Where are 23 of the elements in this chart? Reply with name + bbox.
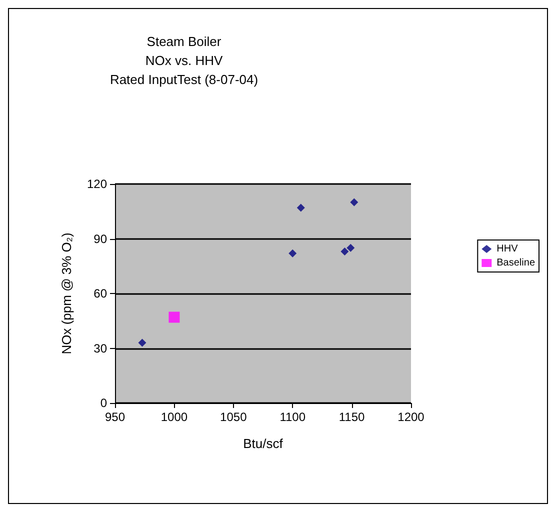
point bbox=[350, 198, 358, 206]
y-tick-label: 60 bbox=[94, 286, 108, 300]
point bbox=[346, 244, 355, 252]
y-tick-label: 30 bbox=[94, 341, 108, 356]
point bbox=[288, 249, 297, 258]
x-tick-label: 1000 bbox=[160, 410, 188, 424]
x-axis-title: Btu/scf bbox=[243, 436, 284, 451]
y-tick-label: 0 bbox=[100, 396, 108, 410]
chart-title: Steam Boiler NOx vs. HHV Rated InputTest (8-07-04) bbox=[110, 34, 258, 87]
point bbox=[340, 248, 349, 256]
x-tick-label: 1100 bbox=[280, 410, 306, 424]
point bbox=[168, 312, 180, 323]
y-axis-title: NOx (ppm @ 3% O₂) bbox=[59, 232, 74, 354]
point bbox=[138, 338, 146, 347]
y-tick-label: 120 bbox=[86, 177, 108, 191]
x-tick-label: 1150 bbox=[338, 410, 366, 424]
y-tick-label: 90 bbox=[94, 232, 108, 246]
x-tick-label: 950 bbox=[104, 410, 126, 424]
x-tick-label: 1050 bbox=[220, 410, 248, 424]
legend-label: Baseline bbox=[496, 258, 536, 268]
x-tick-label: 1200 bbox=[398, 410, 425, 424]
legend-label: HHV bbox=[496, 244, 518, 254]
point bbox=[296, 204, 305, 212]
